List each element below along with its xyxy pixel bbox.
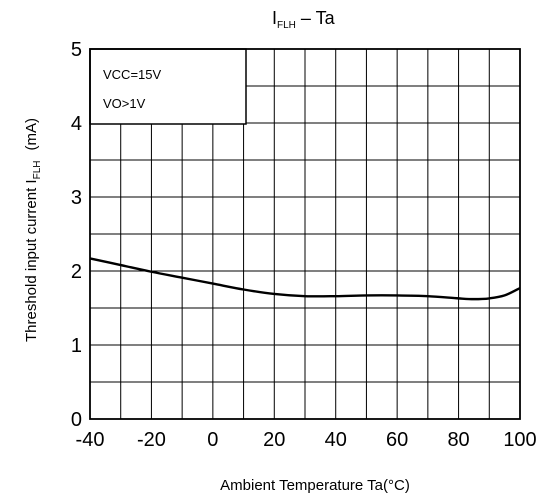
x-tick-label: 100 [503, 429, 536, 451]
y-tick-label: 2 [71, 261, 82, 283]
x-tick-label: -20 [137, 429, 166, 451]
chart-title: IFLH – Ta [272, 8, 336, 31]
y-axis-label-unit: (mA) [23, 118, 40, 151]
condition-vcc: VCC=15V [103, 67, 161, 82]
grid [90, 49, 520, 419]
y-tick-label: 3 [71, 187, 82, 209]
y-tick-label: 4 [71, 113, 82, 135]
y-tick-labels: 0 1 2 3 4 5 [71, 39, 82, 431]
series-line [89, 257, 521, 301]
chart-title-rest: – Ta [296, 8, 336, 28]
y-axis-label-sub: FLH [32, 161, 43, 180]
x-tick-label: 20 [263, 429, 285, 451]
conditions-box-frame [89, 48, 247, 125]
conditions-box: VCC=15V VO>1V [89, 48, 247, 125]
condition-vo: VO>1V [103, 96, 146, 111]
chart-title-sub: FLH [277, 20, 296, 31]
plot-frame [89, 48, 521, 420]
x-tick-labels: -40 -20 0 20 40 60 80 100 [76, 429, 537, 451]
y-axis-label: Threshold input current IFLH (mA) [23, 118, 43, 342]
x-tick-label: 0 [207, 429, 218, 451]
chart-title-main: I [272, 8, 277, 28]
y-tick-label: 1 [71, 335, 82, 357]
x-tick-label: 60 [386, 429, 408, 451]
y-axis-label-main: Threshold input current I [23, 179, 40, 342]
series-group [89, 257, 521, 301]
x-tick-label: 40 [325, 429, 347, 451]
x-axis-label: Ambient Temperature Ta(°C) [220, 477, 410, 494]
x-tick-label: -40 [76, 429, 105, 451]
y-tick-label: 0 [71, 409, 82, 431]
x-tick-label: 80 [447, 429, 469, 451]
y-tick-label: 5 [71, 39, 82, 61]
